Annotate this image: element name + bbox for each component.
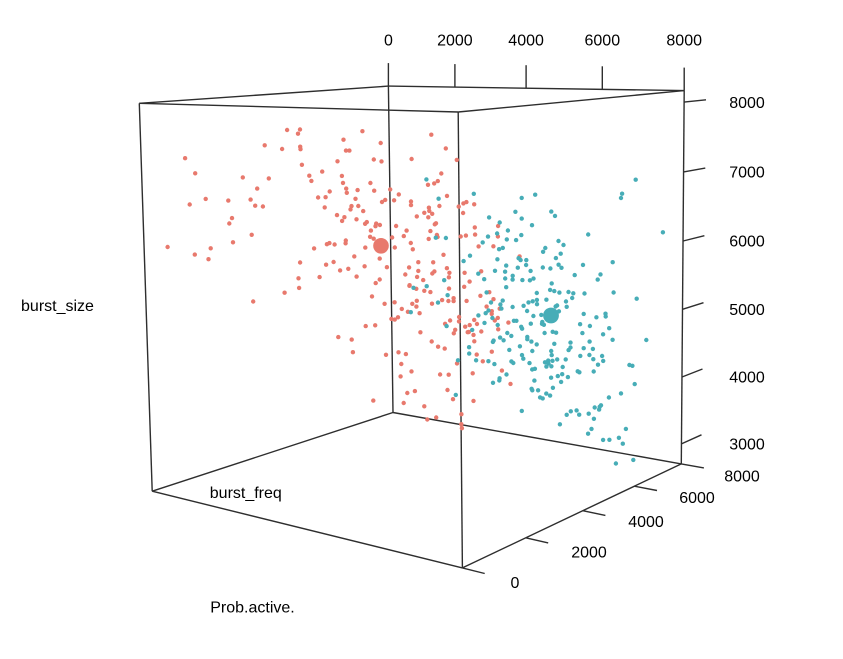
svg-text:2000: 2000	[571, 544, 607, 561]
svg-text:burst_freq: burst_freq	[210, 485, 282, 502]
svg-text:3000: 3000	[729, 437, 765, 454]
svg-text:4000: 4000	[729, 370, 765, 387]
svg-text:8000: 8000	[666, 33, 702, 50]
svg-text:0: 0	[384, 33, 393, 50]
svg-text:6000: 6000	[729, 234, 765, 251]
svg-text:burst_size: burst_size	[21, 298, 94, 315]
svg-text:5000: 5000	[729, 302, 765, 319]
svg-text:8000: 8000	[724, 468, 760, 485]
svg-text:4000: 4000	[628, 514, 664, 531]
svg-text:6000: 6000	[679, 490, 715, 507]
svg-text:Prob.active.: Prob.active.	[210, 600, 294, 617]
svg-text:6000: 6000	[585, 33, 621, 50]
svg-text:8000: 8000	[729, 95, 765, 112]
svg-text:7000: 7000	[729, 165, 765, 182]
svg-text:2000: 2000	[437, 33, 473, 50]
svg-text:4000: 4000	[508, 33, 544, 50]
svg-text:0: 0	[511, 575, 520, 592]
